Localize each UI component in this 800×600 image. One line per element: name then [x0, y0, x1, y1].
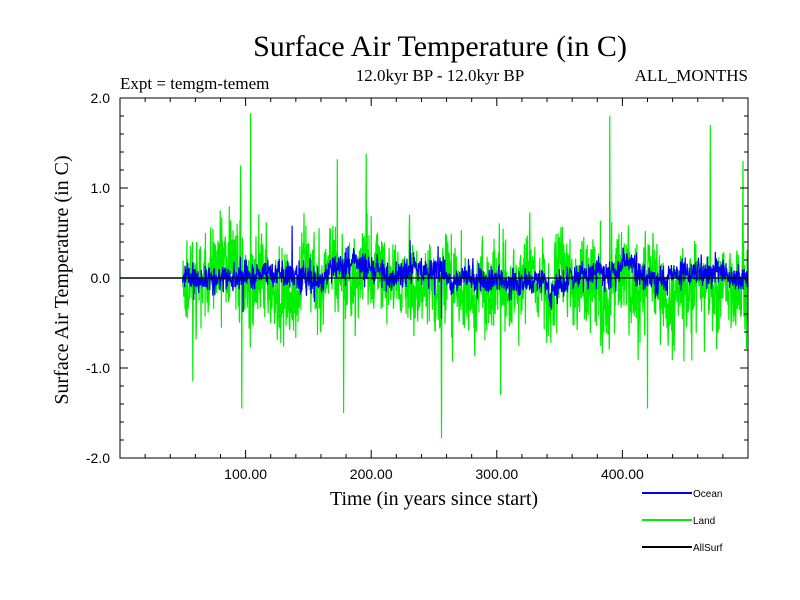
axes-layer: 100.00 200.00 300.00 400.00 -2.0 -1.0 0.0 1.0 2.…	[86, 90, 749, 482]
y-tick-label: -1.0	[86, 360, 110, 376]
x-tick-label: 400.00	[601, 466, 644, 482]
x-tick-label: 100.00	[224, 466, 267, 482]
y-tick-label: -2.0	[86, 450, 110, 466]
series-line-ocean	[120, 225, 749, 319]
chart-title: Surface Air Temperature (in C)	[253, 30, 627, 63]
legend-label-allsurf: AllSurf	[693, 543, 723, 554]
y-tick-label: 2.0	[91, 90, 111, 106]
y-tick-label: 1.0	[91, 180, 111, 196]
legend-label-land: Land	[693, 516, 715, 527]
y-axis-label: Surface Air Temperature (in C)	[51, 155, 73, 404]
series-layer	[120, 113, 749, 439]
expt-label: Expt = temgm-temem	[120, 74, 269, 93]
x-axis-label: Time (in years since start)	[330, 488, 538, 510]
x-tick-label: 200.00	[350, 466, 393, 482]
legend: Ocean Land AllSurf	[642, 489, 723, 554]
y-tick-label: 0.0	[91, 270, 111, 286]
x-tick-label: 300.00	[475, 466, 518, 482]
months-label: ALL_MONTHS	[635, 66, 748, 85]
legend-label-ocean: Ocean	[693, 489, 722, 500]
chart-subtitle: 12.0kyr BP - 12.0kyr BP	[356, 66, 524, 85]
